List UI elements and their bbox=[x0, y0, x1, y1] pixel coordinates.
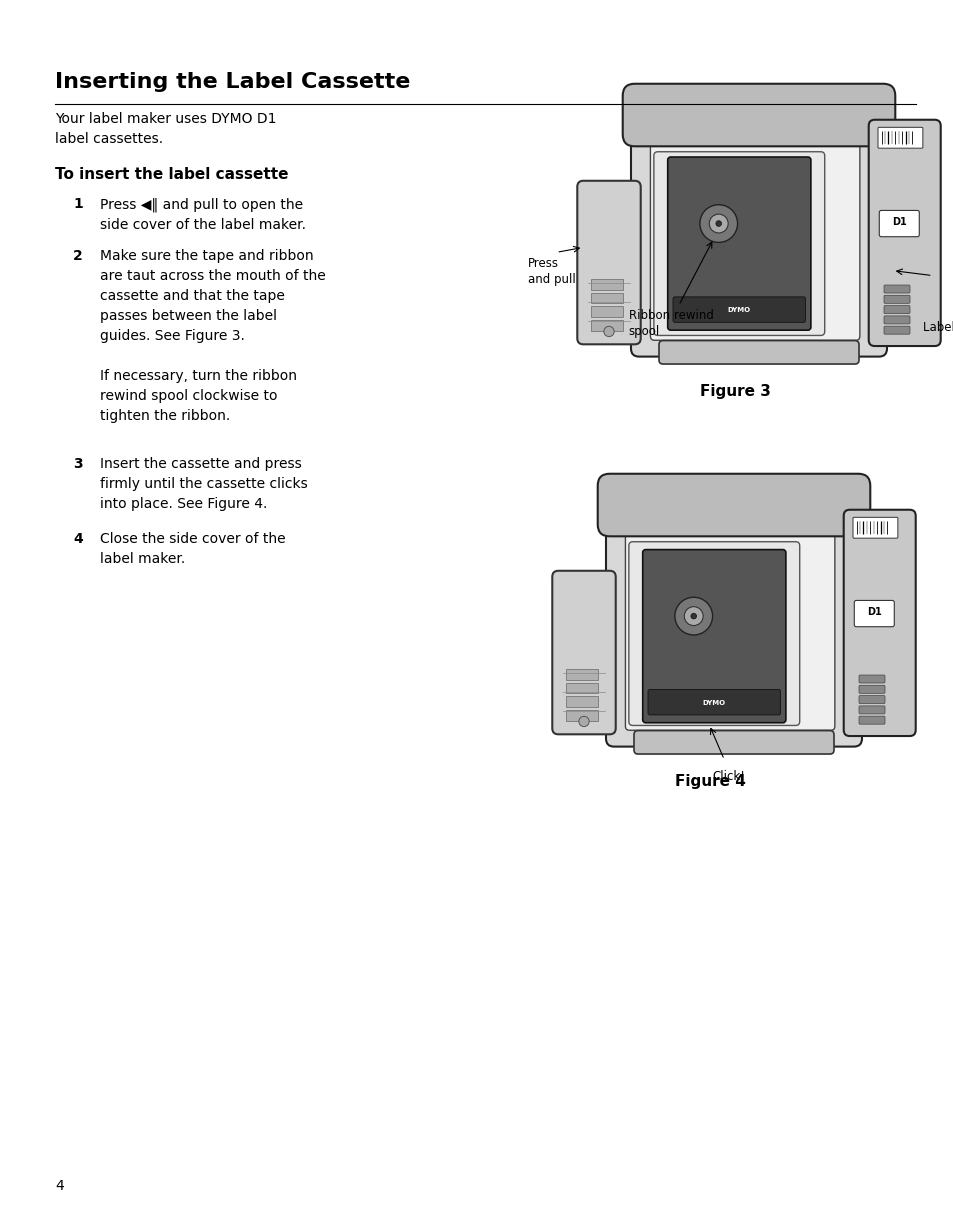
FancyBboxPatch shape bbox=[858, 706, 884, 714]
Text: Label guides: Label guides bbox=[922, 321, 953, 334]
Text: Inserting the Label Cassette: Inserting the Label Cassette bbox=[55, 72, 410, 92]
Text: Press
and pull: Press and pull bbox=[528, 258, 576, 287]
FancyBboxPatch shape bbox=[647, 689, 780, 714]
FancyBboxPatch shape bbox=[642, 549, 785, 723]
Circle shape bbox=[578, 717, 589, 727]
FancyBboxPatch shape bbox=[565, 711, 598, 720]
FancyBboxPatch shape bbox=[879, 210, 919, 237]
FancyBboxPatch shape bbox=[667, 157, 810, 330]
Text: D1: D1 bbox=[891, 216, 906, 226]
Text: 3: 3 bbox=[73, 457, 83, 471]
Text: To insert the label cassette: To insert the label cassette bbox=[55, 166, 288, 182]
Text: Insert the cassette and press
firmly until the cassette clicks
into place. See F: Insert the cassette and press firmly unt… bbox=[100, 457, 308, 512]
FancyBboxPatch shape bbox=[659, 340, 858, 364]
Text: Ribbon rewind
spool: Ribbon rewind spool bbox=[628, 309, 713, 338]
FancyBboxPatch shape bbox=[653, 152, 823, 335]
FancyBboxPatch shape bbox=[868, 120, 940, 346]
FancyBboxPatch shape bbox=[552, 571, 615, 734]
FancyBboxPatch shape bbox=[590, 293, 622, 304]
Circle shape bbox=[700, 204, 737, 243]
FancyBboxPatch shape bbox=[842, 510, 915, 736]
Text: If necessary, turn the ribbon
rewind spool clockwise to
tighten the ribbon.: If necessary, turn the ribbon rewind spo… bbox=[100, 369, 296, 423]
Text: label cassettes.: label cassettes. bbox=[55, 132, 163, 146]
FancyBboxPatch shape bbox=[598, 474, 869, 536]
Text: DYMO: DYMO bbox=[702, 700, 725, 706]
FancyBboxPatch shape bbox=[858, 685, 884, 694]
FancyBboxPatch shape bbox=[858, 716, 884, 724]
FancyBboxPatch shape bbox=[630, 118, 886, 356]
FancyBboxPatch shape bbox=[590, 279, 622, 289]
FancyBboxPatch shape bbox=[852, 518, 897, 538]
Text: 4: 4 bbox=[55, 1179, 64, 1193]
Text: 1: 1 bbox=[73, 197, 83, 211]
FancyBboxPatch shape bbox=[622, 84, 894, 146]
Text: Close the side cover of the
label maker.: Close the side cover of the label maker. bbox=[100, 532, 285, 566]
FancyBboxPatch shape bbox=[858, 676, 884, 683]
Circle shape bbox=[603, 327, 614, 337]
FancyBboxPatch shape bbox=[565, 669, 598, 679]
FancyBboxPatch shape bbox=[650, 137, 859, 340]
Text: Figure 4: Figure 4 bbox=[674, 774, 744, 789]
FancyBboxPatch shape bbox=[577, 181, 640, 344]
FancyBboxPatch shape bbox=[565, 696, 598, 707]
FancyBboxPatch shape bbox=[634, 730, 833, 755]
FancyBboxPatch shape bbox=[883, 286, 909, 293]
Text: 2: 2 bbox=[73, 249, 83, 262]
Text: Figure 3: Figure 3 bbox=[699, 384, 770, 399]
FancyBboxPatch shape bbox=[628, 542, 799, 725]
FancyBboxPatch shape bbox=[883, 316, 909, 324]
FancyBboxPatch shape bbox=[590, 306, 622, 317]
Text: Make sure the tape and ribbon
are taut across the mouth of the
cassette and that: Make sure the tape and ribbon are taut a… bbox=[100, 249, 325, 343]
Circle shape bbox=[674, 598, 712, 635]
Circle shape bbox=[683, 606, 702, 626]
FancyBboxPatch shape bbox=[853, 600, 893, 627]
FancyBboxPatch shape bbox=[877, 128, 922, 148]
Circle shape bbox=[690, 614, 696, 618]
Text: Your label maker uses DYMO D1: Your label maker uses DYMO D1 bbox=[55, 112, 276, 126]
FancyBboxPatch shape bbox=[565, 683, 598, 694]
FancyBboxPatch shape bbox=[625, 527, 834, 730]
FancyBboxPatch shape bbox=[605, 508, 862, 746]
FancyBboxPatch shape bbox=[883, 306, 909, 313]
FancyBboxPatch shape bbox=[672, 296, 804, 322]
Text: 4: 4 bbox=[73, 532, 83, 546]
Text: D1: D1 bbox=[866, 606, 881, 616]
FancyBboxPatch shape bbox=[883, 326, 909, 334]
Circle shape bbox=[715, 221, 720, 226]
Text: Press ◀‖ and pull to open the
side cover of the label maker.: Press ◀‖ and pull to open the side cover… bbox=[100, 197, 306, 232]
Text: DYMO: DYMO bbox=[727, 307, 750, 313]
Text: Click!: Click! bbox=[712, 770, 745, 782]
Circle shape bbox=[708, 214, 727, 233]
FancyBboxPatch shape bbox=[858, 696, 884, 703]
FancyBboxPatch shape bbox=[883, 295, 909, 304]
FancyBboxPatch shape bbox=[590, 321, 622, 330]
